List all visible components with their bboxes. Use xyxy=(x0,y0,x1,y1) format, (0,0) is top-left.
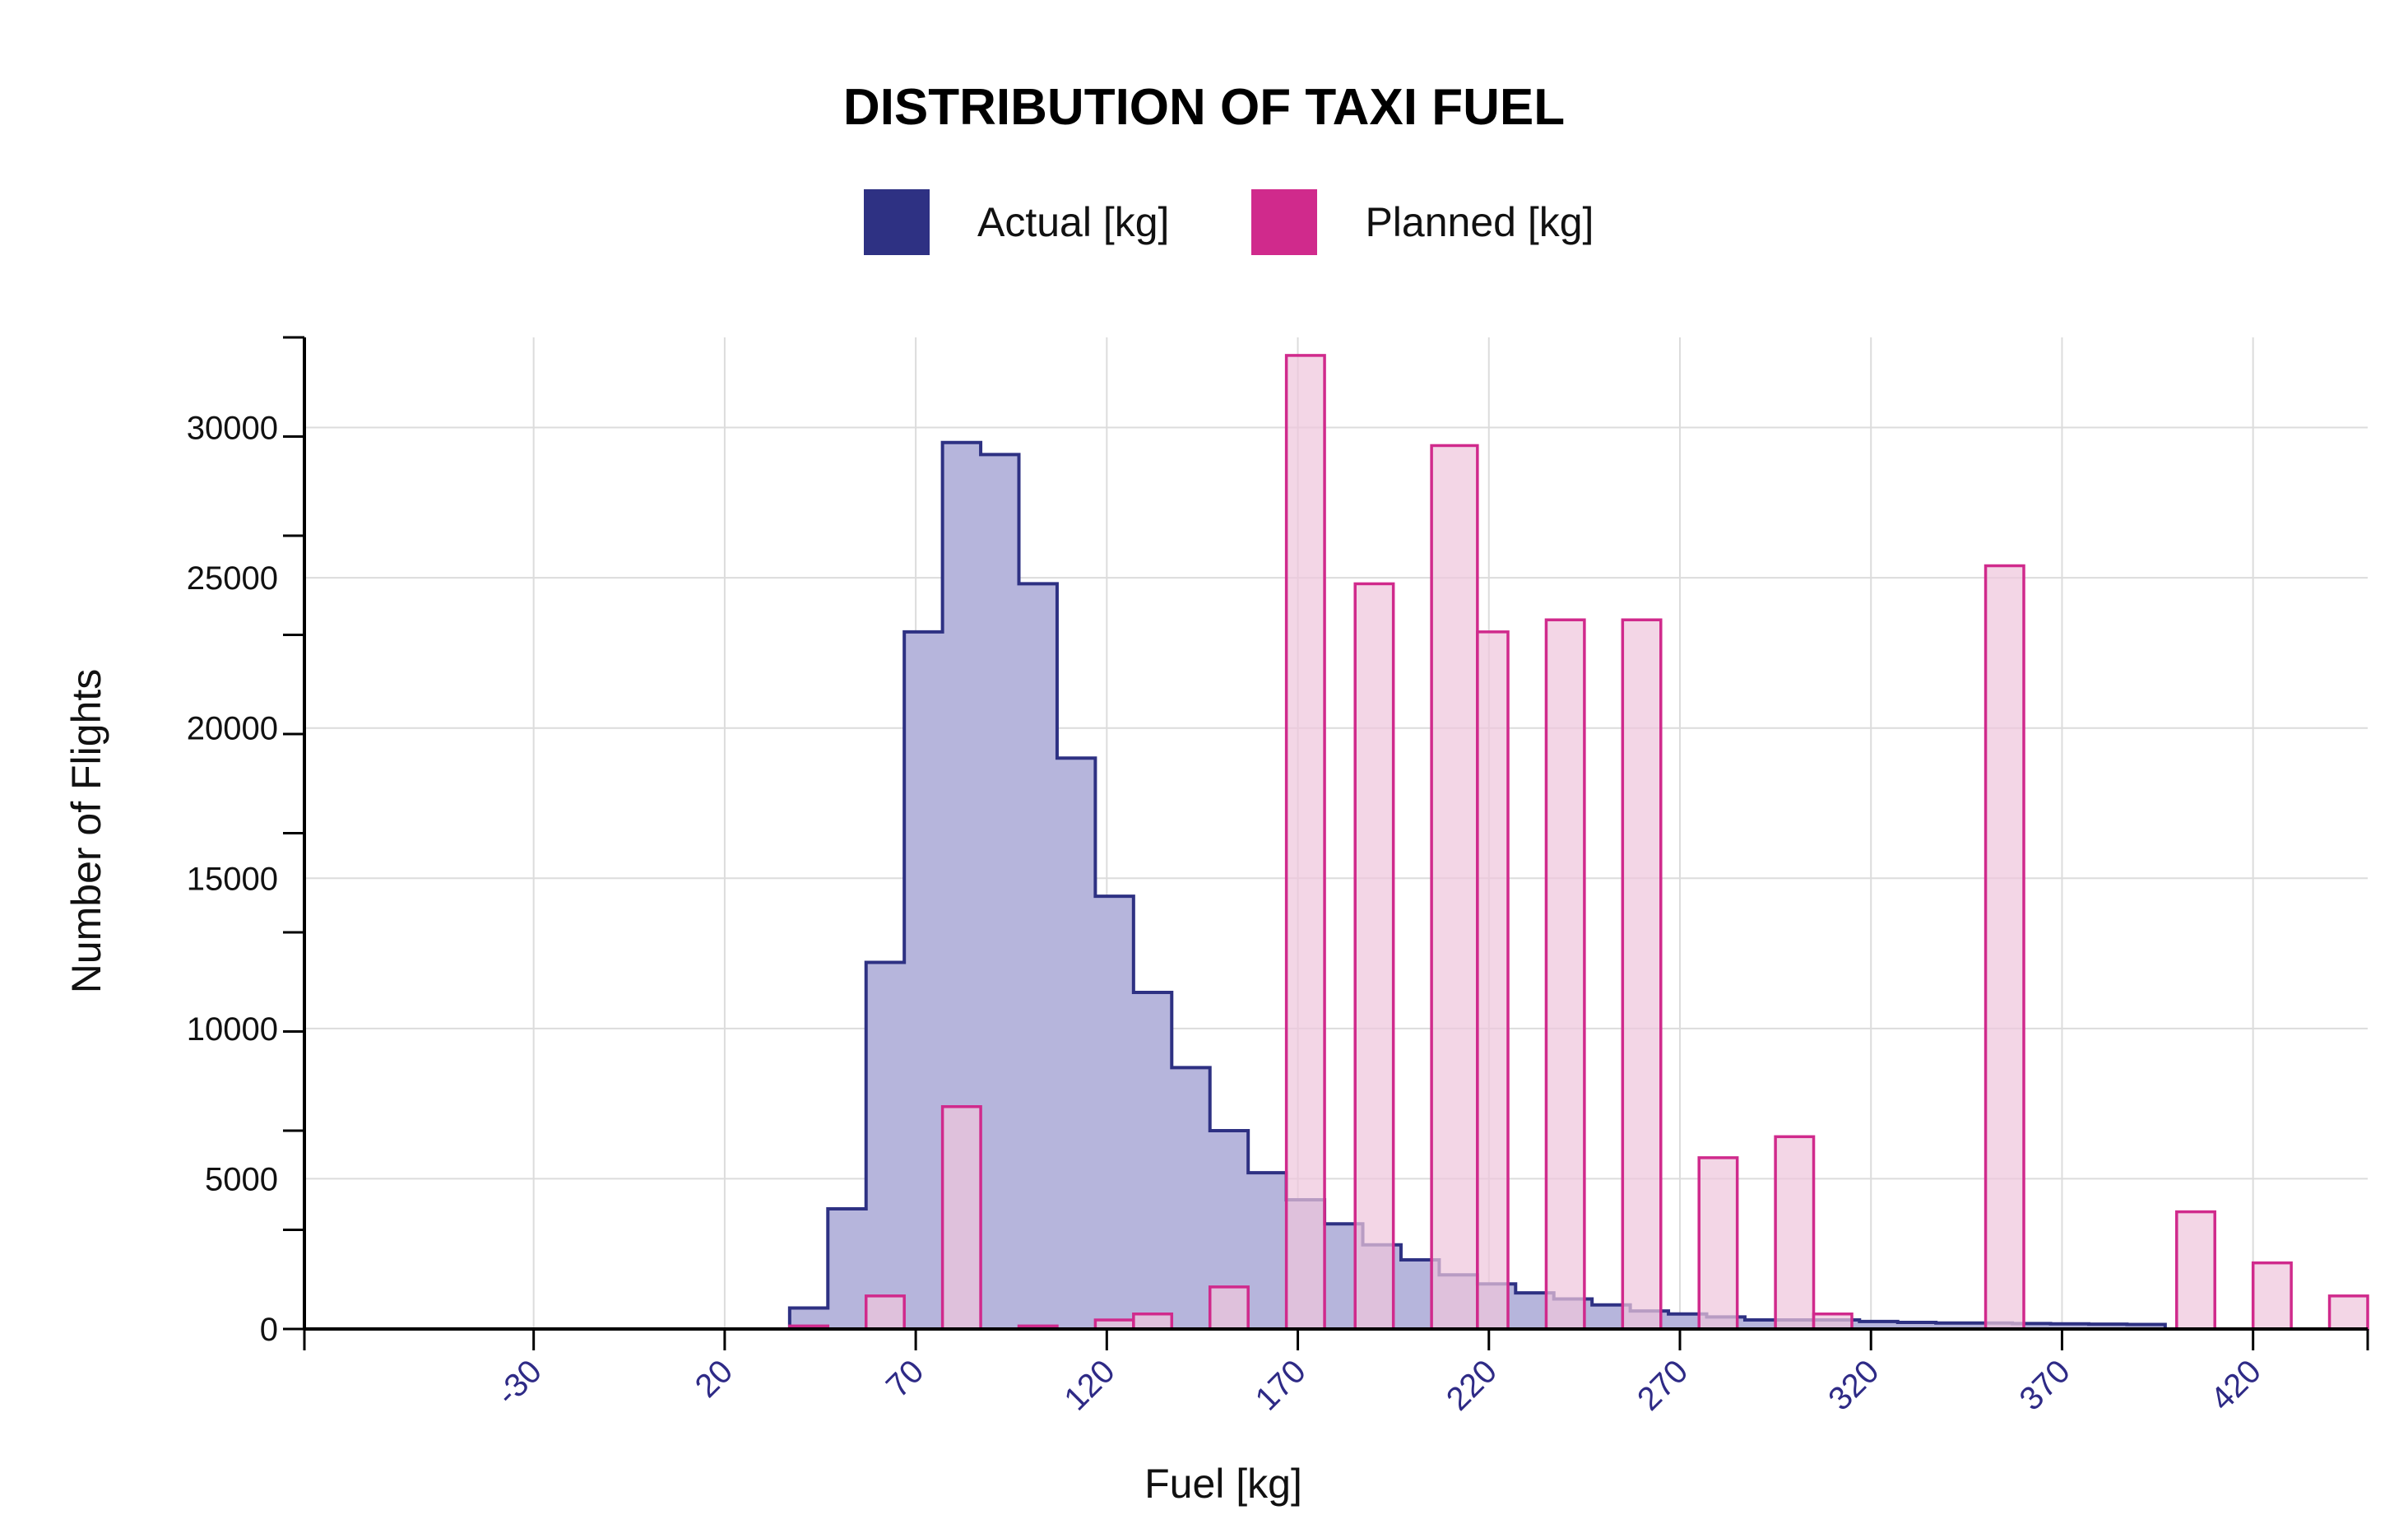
planned-bar xyxy=(1208,1285,1250,1331)
planned-bar xyxy=(1774,1135,1816,1331)
x-tick-label: 20 xyxy=(689,1353,740,1405)
legend-label-planned: Planned [kg] xyxy=(1365,199,1594,245)
actual-bin xyxy=(1095,896,1133,1329)
x-tick-label: 320 xyxy=(1821,1353,1886,1417)
actual-bin xyxy=(1134,992,1172,1329)
planned-bar xyxy=(1544,618,1586,1331)
actual-bin xyxy=(828,1209,865,1329)
x-tick-label: 170 xyxy=(1249,1353,1313,1417)
x-tick-label: -30 xyxy=(489,1353,549,1412)
planned-bar xyxy=(1132,1312,1174,1331)
planned-bar xyxy=(1353,582,1395,1331)
actual-bin xyxy=(1057,758,1095,1329)
planned-bar xyxy=(1476,630,1510,1331)
legend-label-actual: Actual [kg] xyxy=(977,199,1170,245)
y-tick-label: 10000 xyxy=(187,1011,278,1048)
planned-bar xyxy=(1284,354,1326,1331)
x-tick-label: 70 xyxy=(879,1353,931,1405)
y-tick-label: 25000 xyxy=(187,560,278,597)
actual-bin xyxy=(981,454,1018,1329)
planned-bar xyxy=(1983,564,2025,1331)
y-tick-label: 5000 xyxy=(205,1161,278,1197)
planned-bar xyxy=(1430,444,1479,1331)
y-tick-label: 0 xyxy=(260,1312,278,1348)
y-axis-label: Number of Flights xyxy=(63,669,109,994)
x-tick-label: 120 xyxy=(1057,1353,1121,1417)
x-tick-label: 370 xyxy=(2012,1353,2076,1417)
planned-bar xyxy=(1697,1156,1739,1331)
actual-area xyxy=(789,442,2165,1330)
planned-bar xyxy=(2327,1294,2369,1331)
planned-bar xyxy=(2251,1261,2293,1331)
planned-bar xyxy=(1812,1312,1854,1331)
actual-bin xyxy=(1172,1067,1209,1329)
legend-item-planned: Planned [kg] xyxy=(1251,189,1594,255)
legend-item-actual: Actual [kg] xyxy=(864,189,1169,255)
x-axis-label: Fuel [kg] xyxy=(1144,1461,1302,1507)
planned-bar xyxy=(940,1105,982,1331)
x-tick-label: 270 xyxy=(1631,1353,1695,1417)
actual-bin xyxy=(1019,583,1057,1329)
y-tick-label: 30000 xyxy=(187,411,278,447)
actual-bin xyxy=(866,963,904,1329)
y-tick-label: 20000 xyxy=(187,711,278,747)
axes xyxy=(303,337,2368,1331)
planned-bar xyxy=(864,1294,906,1331)
actual-bin xyxy=(904,632,942,1329)
chart-title: DISTRIBUTION OF TAXI FUEL xyxy=(842,79,1566,136)
planned-bar xyxy=(2175,1210,2216,1331)
legend-swatch-planned xyxy=(1251,189,1318,255)
planned-bar xyxy=(1621,618,1663,1331)
x-tick-label: 420 xyxy=(2204,1353,2268,1417)
legend: Actual [kg] Planned [kg] xyxy=(864,189,1676,255)
legend-swatch-actual xyxy=(864,189,930,255)
y-tick-label: 15000 xyxy=(187,861,278,897)
grid xyxy=(304,337,2368,1329)
series-planned xyxy=(788,354,2369,1331)
actual-bin xyxy=(1248,1173,1286,1329)
x-tick-label: 220 xyxy=(1440,1353,1504,1417)
